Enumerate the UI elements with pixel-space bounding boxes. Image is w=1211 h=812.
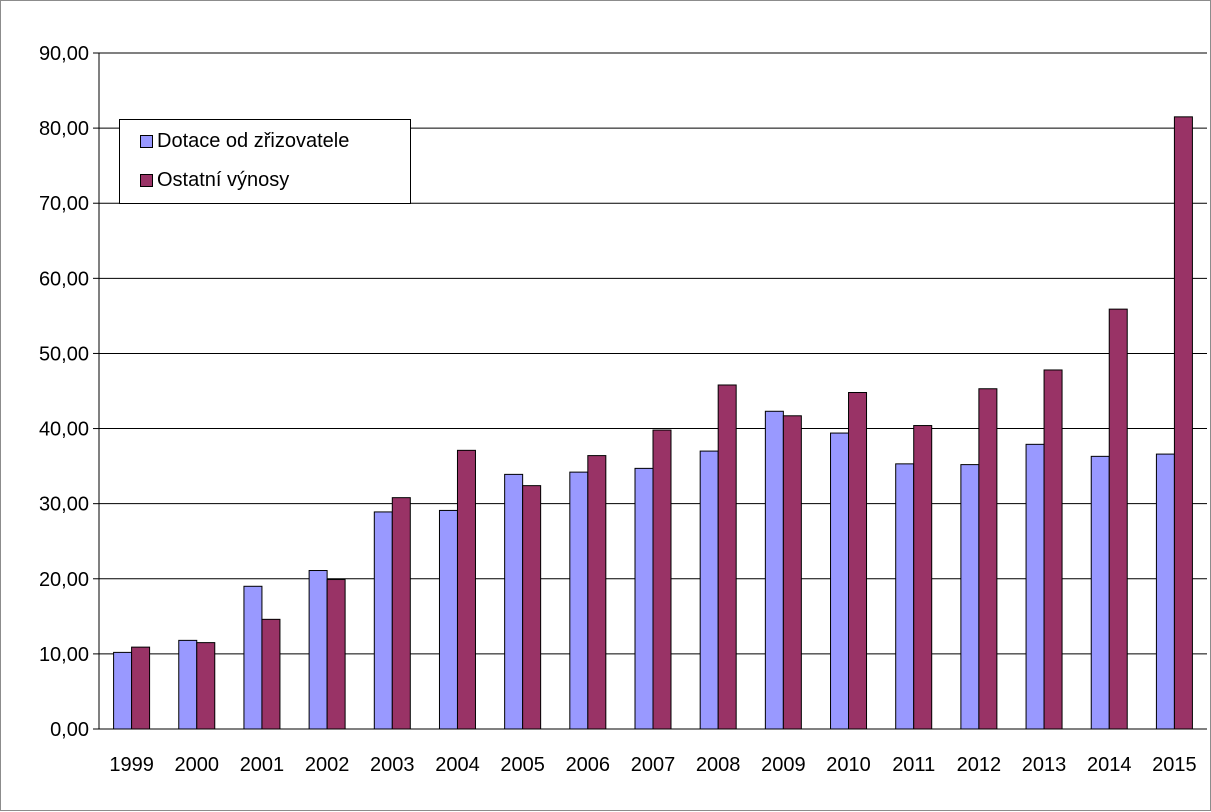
legend: Dotace od zřizovatele Ostatní výnosy: [119, 119, 411, 204]
y-tick-label: 80,00: [39, 118, 89, 140]
tick-labels: 0,00 10,00 20,00 30,00 40,00 50,00 60,00 70,00 8…: [39, 43, 1197, 776]
bar-dotace: [960, 464, 980, 730]
x-tick-label: 2015: [1152, 754, 1197, 776]
legend-swatch-dotace: [140, 135, 153, 148]
bar-dotace: [830, 432, 850, 730]
bar-dotace: [764, 410, 784, 730]
bar-dotace: [1090, 455, 1110, 730]
bar-dotace: [243, 585, 263, 730]
bar-dotace: [113, 651, 133, 730]
bar-ostatni: [1043, 369, 1063, 730]
legend-label-dotace: Dotace od zřizovatele: [157, 130, 350, 152]
x-tick-label: 1999: [109, 754, 154, 776]
x-tick-label: 2008: [696, 754, 741, 776]
y-tick-label: 20,00: [39, 569, 89, 591]
bar-dotace: [504, 473, 524, 730]
bar-ostatni: [587, 455, 607, 730]
x-tick-label: 2002: [305, 754, 350, 776]
y-tick-label: 90,00: [39, 43, 89, 65]
bar-dotace: [373, 511, 393, 730]
bar-ostatni: [131, 646, 151, 730]
bar-ostatni: [913, 425, 933, 730]
x-tick-label: 2013: [1022, 754, 1067, 776]
x-tick-label: 2001: [240, 754, 285, 776]
x-tick-label: 2010: [826, 754, 871, 776]
bar-dotace: [1025, 443, 1045, 730]
bar-ostatni: [652, 429, 672, 730]
bar-dotace: [569, 471, 589, 730]
bar-ostatni: [978, 388, 998, 730]
bar-dotace: [699, 450, 719, 730]
bar-ostatni: [326, 579, 346, 730]
x-tick-label: 2014: [1087, 754, 1132, 776]
bar-ostatni: [782, 415, 802, 730]
bar-ostatni: [196, 642, 216, 730]
y-tick-label: 70,00: [39, 193, 89, 215]
y-tick-label: 30,00: [39, 494, 89, 516]
x-tick-label: 2005: [500, 754, 545, 776]
bar-ostatni: [456, 449, 476, 730]
axes: [93, 52, 1207, 730]
bar-ostatni: [1108, 308, 1128, 730]
bar-dotace: [895, 463, 915, 730]
x-tick-label: 2009: [761, 754, 806, 776]
y-tick-label: 10,00: [39, 644, 89, 666]
y-tick-label: 40,00: [39, 419, 89, 441]
bar-ostatni: [848, 392, 868, 730]
bar-ostatni: [391, 497, 411, 730]
bar-dotace: [178, 639, 198, 730]
x-tick-label: 2011: [892, 754, 935, 776]
bar-ostatni: [1173, 116, 1193, 730]
legend-label-ostatni: Ostatní výnosy: [157, 169, 290, 191]
bar-ostatni: [261, 618, 281, 730]
legend-item-dotace: Dotace od zřizovatele: [140, 130, 349, 153]
bar-dotace: [634, 467, 654, 730]
x-tick-label: 2000: [175, 754, 220, 776]
x-tick-label: 2012: [957, 754, 1002, 776]
x-tick-label: 2006: [566, 754, 611, 776]
y-tick-label: 50,00: [39, 343, 89, 365]
y-tick-label: 60,00: [39, 268, 89, 290]
bars: [113, 116, 1193, 730]
x-tick-label: 2004: [435, 754, 480, 776]
bar-dotace: [438, 509, 458, 730]
y-tick-label: 0,00: [50, 719, 89, 741]
bar-dotace: [1155, 453, 1175, 730]
legend-swatch-ostatni: [140, 174, 153, 187]
legend-item-ostatni: Ostatní výnosy: [140, 169, 289, 192]
bar-ostatni: [522, 485, 542, 730]
bar-ostatni: [717, 384, 737, 730]
bar-dotace: [308, 570, 328, 730]
x-tick-label: 2003: [370, 754, 415, 776]
x-tick-label: 2007: [631, 754, 676, 776]
